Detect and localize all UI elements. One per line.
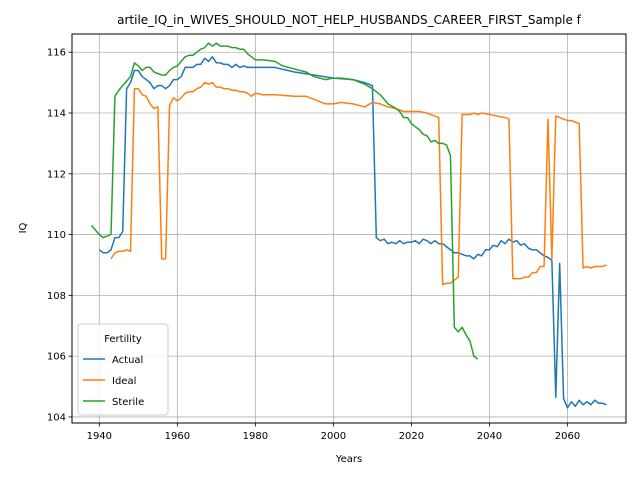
series-line-actual	[98, 56, 607, 409]
legend-label-actual: Actual	[112, 355, 143, 366]
axis-ticks: 1940 1960 1980 2000 2020 2040 2060 104 106 108 110…	[47, 48, 580, 442]
chart-title: artile_IQ_in_WIVES_SHOULD_NOT_HELP_HUSBA…	[117, 13, 582, 27]
y-tick-label: 104	[47, 412, 66, 423]
legend: Fertility Actual Ideal Sterile	[77, 323, 169, 416]
y-tick-label: 116	[47, 48, 66, 59]
y-tick-label: 108	[47, 291, 66, 302]
x-tick-label: 1940	[87, 431, 112, 442]
series-line-sterile	[90, 42, 479, 360]
x-tick-label: 1960	[165, 431, 190, 442]
y-tick-label: 106	[47, 352, 66, 363]
y-axis-label: IQ	[18, 222, 29, 233]
x-tick-label: 2000	[321, 431, 346, 442]
legend-label-sterile: Sterile	[112, 397, 144, 408]
x-tick-label: 2040	[477, 431, 502, 442]
y-tick-label: 110	[47, 230, 66, 241]
x-tick-label: 1980	[243, 431, 268, 442]
legend-label-ideal: Ideal	[112, 376, 136, 387]
series-lines	[90, 42, 607, 409]
y-tick-label: 114	[47, 109, 66, 120]
legend-box	[77, 323, 169, 416]
legend-title: Fertility	[104, 334, 142, 345]
plot-frame	[71, 33, 627, 424]
x-tick-label: 2020	[399, 431, 424, 442]
y-tick-label: 112	[47, 169, 66, 180]
series-line-ideal	[110, 81, 607, 286]
x-axis-label: Years	[335, 454, 362, 465]
legend-items: Actual Ideal Sterile	[83, 355, 144, 408]
x-tick-label: 2060	[555, 431, 580, 442]
